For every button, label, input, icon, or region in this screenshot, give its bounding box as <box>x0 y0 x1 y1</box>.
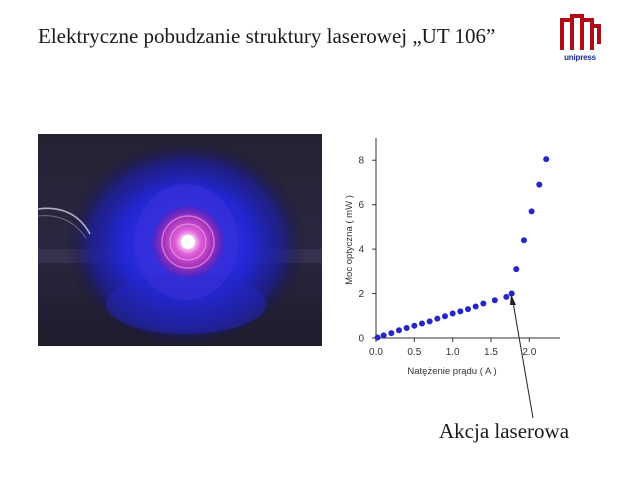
data-point <box>374 334 381 341</box>
x-tick-label: 0.5 <box>407 347 421 358</box>
y-tick-label: 4 <box>358 245 364 256</box>
data-point <box>472 303 479 310</box>
data-point <box>503 293 510 300</box>
x-tick-label: 1.5 <box>484 347 498 358</box>
x-tick-label: 2.0 <box>522 347 536 358</box>
y-axis-label: Moc optyczna ( mW ) <box>344 195 355 285</box>
unipress-logo-mark <box>560 14 601 50</box>
data-point <box>457 308 464 315</box>
data-point <box>380 332 387 339</box>
data-point <box>388 330 395 337</box>
y-tick-label: 2 <box>358 289 364 300</box>
unipress-logo: unipress <box>557 10 603 68</box>
data-point <box>403 325 410 331</box>
data-point <box>426 318 433 325</box>
data-point <box>513 266 520 273</box>
power-current-chart: 0.0 0.5 1.0 1.5 2.0 0 2 4 6 8 Natężenie prądu ( … <box>344 138 560 377</box>
x-tick-label: 0.0 <box>369 347 383 358</box>
slide-title: Elektryczne pobudzanie struktury laserow… <box>38 24 496 48</box>
x-axis-label: Natężenie prądu ( A ) <box>407 366 496 377</box>
data-point <box>449 310 456 317</box>
y-tick-label: 8 <box>358 156 364 167</box>
logo-text: unipress <box>564 53 596 62</box>
data-point <box>480 300 487 307</box>
data-point <box>419 320 425 327</box>
data-point <box>434 315 441 322</box>
data-point <box>528 208 535 215</box>
data-point <box>520 237 527 244</box>
x-tick-label: 1.0 <box>446 347 460 358</box>
y-tick-label: 0 <box>358 334 364 345</box>
data-point <box>508 290 515 297</box>
data-point <box>536 181 543 188</box>
data-point <box>442 313 448 320</box>
data-point <box>543 156 550 163</box>
laser-threshold-arrow <box>510 294 534 419</box>
y-tick-label: 6 <box>358 200 364 211</box>
lasing-annotation: Akcja laserowa <box>439 419 570 443</box>
data-point <box>396 327 402 334</box>
data-point <box>465 306 471 313</box>
laser-emission-photo <box>38 134 322 346</box>
data-point <box>411 322 418 329</box>
data-point <box>491 297 498 304</box>
